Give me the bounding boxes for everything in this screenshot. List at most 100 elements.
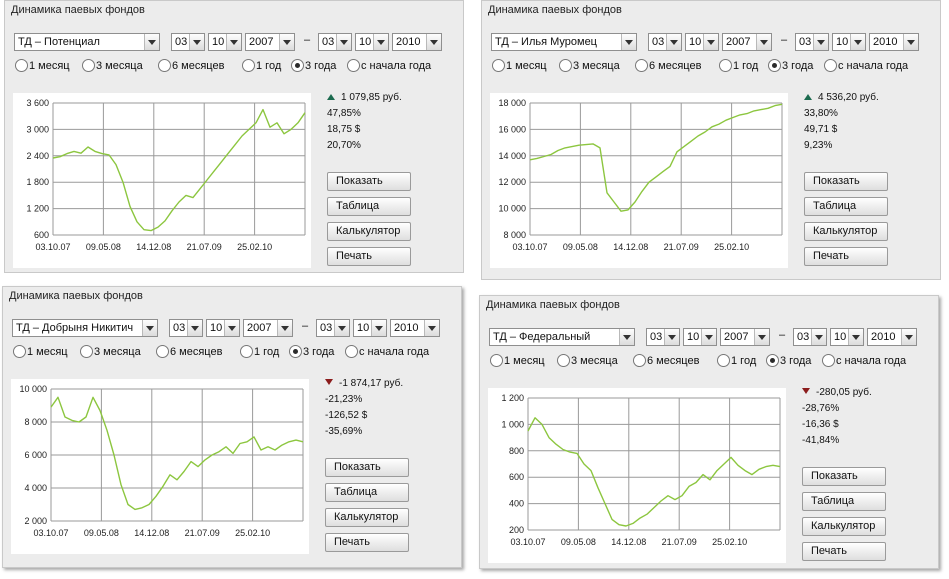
from-year-select[interactable]: 2007 [243,319,293,337]
to-day-select[interactable]: 03 [316,319,350,337]
radio-3-years[interactable]: 3 года [289,345,334,359]
to-day-select[interactable]: 03 [318,33,352,51]
chevron-down-icon[interactable] [371,320,386,336]
print-button[interactable]: Печать [325,533,409,552]
table-button[interactable]: Таблица [804,197,888,216]
show-button[interactable]: Показать [804,172,888,191]
to-month-select[interactable]: 10 [832,33,866,51]
radio-dot[interactable] [492,59,505,72]
calculator-button[interactable]: Калькулятор [804,222,888,241]
chevron-down-icon[interactable] [903,34,918,50]
radio-dot[interactable] [768,59,781,72]
chevron-down-icon[interactable] [811,329,826,345]
chevron-down-icon[interactable] [144,34,159,50]
radio-dot[interactable] [242,59,255,72]
from-year-select[interactable]: 2007 [722,33,772,51]
from-day-select[interactable]: 03 [171,33,205,51]
radio-1-year[interactable]: 1 год [717,354,756,368]
radio-1-year[interactable]: 1 год [240,345,279,359]
to-day-select[interactable]: 03 [795,33,829,51]
radio-ytd[interactable]: с начала года [822,354,906,368]
chevron-down-icon[interactable] [664,329,679,345]
show-button[interactable]: Показать [802,467,886,486]
to-month-select[interactable]: 10 [353,319,387,337]
to-year-select[interactable]: 2010 [392,33,442,51]
radio-6-months[interactable]: 6 месяцев [156,345,222,359]
chevron-down-icon[interactable] [621,34,636,50]
radio-dot[interactable] [158,59,171,72]
radio-3-years[interactable]: 3 года [291,59,336,73]
to-month-select[interactable]: 10 [830,328,864,346]
chevron-down-icon[interactable] [424,320,439,336]
radio-dot[interactable] [822,354,835,367]
radio-dot[interactable] [490,354,503,367]
radio-3-years[interactable]: 3 года [768,59,813,73]
chevron-down-icon[interactable] [187,320,202,336]
to-year-select[interactable]: 2010 [867,328,917,346]
radio-dot[interactable] [559,59,572,72]
to-year-select[interactable]: 2010 [390,319,440,337]
chevron-down-icon[interactable] [277,320,292,336]
chevron-down-icon[interactable] [756,34,771,50]
chevron-down-icon[interactable] [701,329,716,345]
fund-select[interactable]: ТД – Потенциал [14,33,160,51]
print-button[interactable]: Печать [802,542,886,561]
print-button[interactable]: Печать [327,247,411,266]
radio-dot[interactable] [717,354,730,367]
calculator-button[interactable]: Калькулятор [327,222,411,241]
radio-dot[interactable] [13,345,26,358]
radio-dot[interactable] [240,345,253,358]
fund-select[interactable]: ТД – Федеральный [489,328,635,346]
table-button[interactable]: Таблица [325,483,409,502]
to-year-select[interactable]: 2010 [869,33,919,51]
radio-1-month[interactable]: 1 месяц [490,354,545,368]
radio-dot[interactable] [291,59,304,72]
chevron-down-icon[interactable] [426,34,441,50]
radio-6-months[interactable]: 6 месяцев [158,59,224,73]
radio-dot[interactable] [289,345,302,358]
chevron-down-icon[interactable] [224,320,239,336]
radio-1-month[interactable]: 1 месяц [13,345,68,359]
radio-1-year[interactable]: 1 год [242,59,281,73]
from-month-select[interactable]: 10 [683,328,717,346]
radio-dot[interactable] [15,59,28,72]
show-button[interactable]: Показать [325,458,409,477]
print-button[interactable]: Печать [804,247,888,266]
from-year-select[interactable]: 2007 [720,328,770,346]
radio-3-months[interactable]: 3 месяца [557,354,618,368]
chevron-down-icon[interactable] [334,320,349,336]
chevron-down-icon[interactable] [813,34,828,50]
radio-dot[interactable] [80,345,93,358]
chevron-down-icon[interactable] [189,34,204,50]
to-day-select[interactable]: 03 [793,328,827,346]
from-month-select[interactable]: 10 [208,33,242,51]
radio-ytd[interactable]: с начала года [347,59,431,73]
radio-dot[interactable] [347,59,360,72]
radio-6-months[interactable]: 6 месяцев [635,59,701,73]
radio-dot[interactable] [635,59,648,72]
fund-select[interactable]: ТД – Добрыня Никитич [12,319,158,337]
radio-3-months[interactable]: 3 месяца [82,59,143,73]
chevron-down-icon[interactable] [279,34,294,50]
calculator-button[interactable]: Калькулятор [325,508,409,527]
radio-dot[interactable] [156,345,169,358]
radio-dot[interactable] [82,59,95,72]
show-button[interactable]: Показать [327,172,411,191]
radio-ytd[interactable]: с начала года [824,59,908,73]
radio-1-month[interactable]: 1 месяц [15,59,70,73]
radio-dot[interactable] [557,354,570,367]
chevron-down-icon[interactable] [703,34,718,50]
radio-dot[interactable] [633,354,646,367]
radio-1-year[interactable]: 1 год [719,59,758,73]
to-month-select[interactable]: 10 [355,33,389,51]
calculator-button[interactable]: Калькулятор [802,517,886,536]
chevron-down-icon[interactable] [848,329,863,345]
from-month-select[interactable]: 10 [206,319,240,337]
table-button[interactable]: Таблица [327,197,411,216]
chevron-down-icon[interactable] [142,320,157,336]
radio-dot[interactable] [719,59,732,72]
chevron-down-icon[interactable] [901,329,916,345]
from-day-select[interactable]: 03 [646,328,680,346]
radio-6-months[interactable]: 6 месяцев [633,354,699,368]
from-year-select[interactable]: 2007 [245,33,295,51]
